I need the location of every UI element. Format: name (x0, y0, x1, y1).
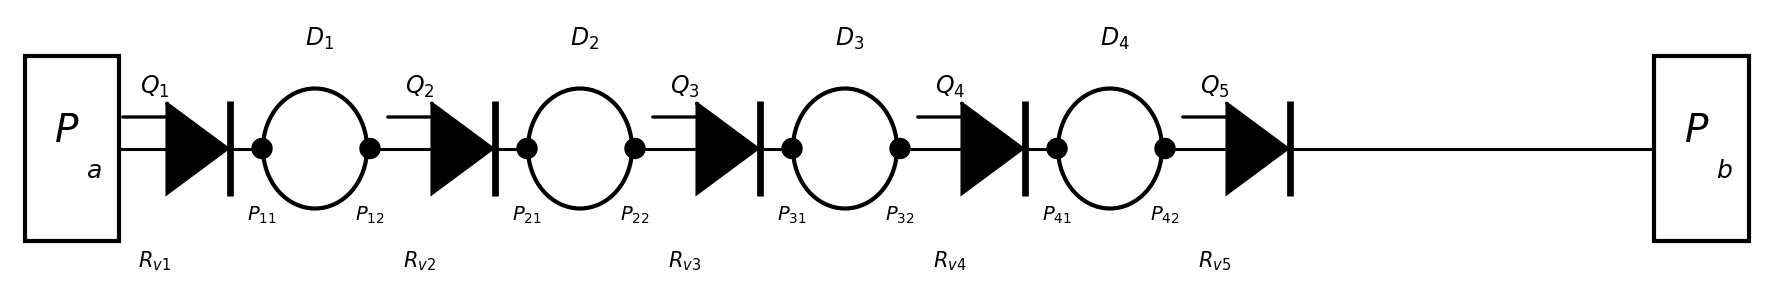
Text: $Q_{2}$: $Q_{2}$ (404, 74, 434, 100)
Text: $P_{31}$: $P_{31}$ (777, 204, 807, 226)
Ellipse shape (528, 89, 631, 208)
Circle shape (624, 138, 645, 159)
Text: $P_{11}$: $P_{11}$ (246, 204, 277, 226)
Ellipse shape (793, 89, 897, 208)
Text: $D_{3}$: $D_{3}$ (835, 26, 863, 52)
Circle shape (360, 138, 379, 159)
Text: $b$: $b$ (1714, 159, 1732, 182)
Polygon shape (1227, 103, 1287, 194)
Ellipse shape (1057, 89, 1161, 208)
Text: $Q_{4}$: $Q_{4}$ (934, 74, 965, 100)
Text: $P$: $P$ (1683, 111, 1709, 149)
Text: $D_{4}$: $D_{4}$ (1099, 26, 1129, 52)
Circle shape (1154, 138, 1174, 159)
Text: $D_{1}$: $D_{1}$ (305, 26, 335, 52)
Text: $P_{22}$: $P_{22}$ (621, 204, 649, 226)
Ellipse shape (262, 89, 367, 208)
Polygon shape (433, 103, 493, 194)
Text: $P_{41}$: $P_{41}$ (1041, 204, 1071, 226)
Text: $a$: $a$ (87, 159, 101, 182)
Polygon shape (167, 103, 227, 194)
Text: $P_{32}$: $P_{32}$ (885, 204, 915, 226)
Circle shape (782, 138, 801, 159)
Text: $P$: $P$ (55, 111, 80, 149)
Text: $P_{12}$: $P_{12}$ (355, 204, 385, 226)
Bar (1654, 56, 1748, 241)
Bar (25, 56, 119, 241)
Circle shape (890, 138, 910, 159)
Text: $Q_{1}$: $Q_{1}$ (140, 74, 170, 100)
Text: $D_{2}$: $D_{2}$ (571, 26, 599, 52)
Text: $Q_{3}$: $Q_{3}$ (670, 74, 700, 100)
Polygon shape (697, 103, 757, 194)
Text: $R_{v1}$: $R_{v1}$ (138, 249, 172, 273)
Circle shape (1046, 138, 1066, 159)
Text: $P_{42}$: $P_{42}$ (1149, 204, 1179, 226)
Polygon shape (961, 103, 1023, 194)
Text: $R_{v5}$: $R_{v5}$ (1199, 249, 1230, 273)
Text: $P_{21}$: $P_{21}$ (512, 204, 541, 226)
Circle shape (252, 138, 271, 159)
Circle shape (516, 138, 537, 159)
Text: $Q_{5}$: $Q_{5}$ (1200, 74, 1229, 100)
Text: $R_{v2}$: $R_{v2}$ (402, 249, 436, 273)
Text: $R_{v4}$: $R_{v4}$ (933, 249, 966, 273)
Text: $R_{v3}$: $R_{v3}$ (668, 249, 700, 273)
